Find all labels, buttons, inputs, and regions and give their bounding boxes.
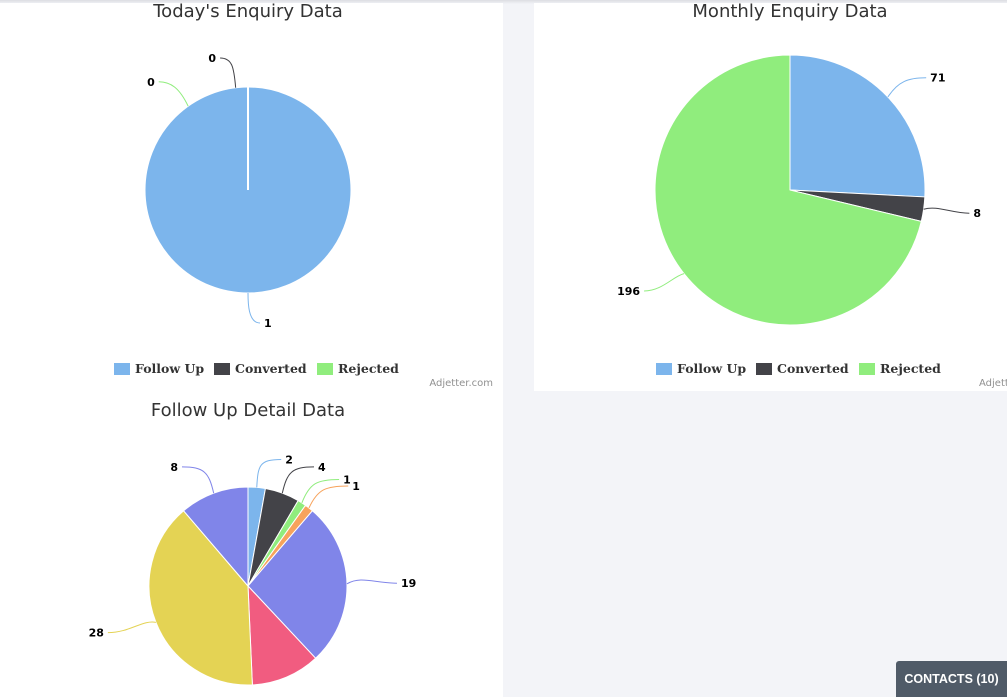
chart2-slice-8[interactable] [183, 486, 249, 587]
chart1-connector-3 [644, 273, 685, 292]
chart1-credit-link[interactable]: Adjetter.com [979, 378, 1007, 389]
chart0-legend-converted[interactable]: Converted [235, 361, 307, 376]
chart1-legend-rejected[interactable]: Rejected [880, 361, 941, 376]
chart2-data-label-2: 4 [318, 461, 326, 474]
chart2-data-label-3: 1 [343, 473, 351, 486]
chart0-data-label-3: 0 [147, 76, 155, 89]
chart2-data-label-5: 19 [401, 577, 416, 590]
chart1-connector-1 [887, 77, 927, 98]
today-enquiry-chart: Today's Enquiry Data 1 0 0 Follow Up Converte… [114, 3, 493, 389]
chart0-data-label-1: 1 [264, 317, 272, 330]
chart1-legend-follow-up[interactable]: Follow Up [677, 361, 746, 376]
chart1-data-label-3: 196 [617, 285, 640, 298]
today-enquiry-panel: Today's Enquiry Data 1 0 0 Follow Up Converte… [0, 3, 503, 391]
chart1-legend-rejected-swatch [859, 363, 875, 375]
monthly-enquiry-panel: Monthly Enquiry Data 71 8 196 Follow Up Conve… [534, 3, 1007, 391]
chart2-connector-8 [181, 466, 215, 494]
chart1-data-label-1: 71 [930, 72, 945, 85]
contacts-button[interactable]: CONTACTS (10) [896, 661, 1007, 697]
chart0-credit-link[interactable]: Adjetter.com [429, 378, 493, 389]
chart0-legend-rejected-swatch [317, 363, 333, 375]
chart2-data-label-1: 2 [285, 453, 293, 466]
chart2-slice-5[interactable] [247, 510, 348, 659]
chart1-slice-rejected[interactable] [654, 54, 922, 326]
chart0-title: Today's Enquiry Data [152, 3, 342, 22]
chart2-data-label-7: 28 [89, 627, 104, 640]
chart2-data-label-4: 1 [352, 480, 360, 493]
chart2-title: Follow Up Detail Data [151, 400, 345, 421]
chart0-connector-3 [158, 81, 189, 107]
chart2-connector-2 [281, 466, 315, 494]
top-shadow-line [0, 0, 1007, 4]
chart2-connector-4 [308, 485, 349, 509]
chart1-legend-converted[interactable]: Converted [777, 361, 849, 376]
monthly-enquiry-chart: Monthly Enquiry Data 71 8 196 Follow Up Conve… [617, 3, 1007, 389]
chart0-data-label-2: 0 [208, 52, 216, 65]
chart2-connector-5 [346, 579, 397, 585]
chart2-connector-1 [256, 458, 282, 488]
chart2-slice-6[interactable] [247, 585, 317, 686]
chart1-title: Monthly Enquiry Data [692, 3, 887, 22]
chart0-legend-rejected[interactable]: Rejected [338, 361, 399, 376]
chart1-data-label-2: 8 [973, 207, 981, 220]
chart1-slice-follow-up[interactable] [789, 54, 926, 198]
chart2-data-label-8: 8 [170, 461, 178, 474]
chart0-legend-follow-up[interactable]: Follow Up [135, 361, 204, 376]
chart1-legend-follow-up-swatch [656, 363, 672, 375]
follow-up-detail-panel: Follow Up Detail Data 2 4 1 1 19 28 8 [0, 391, 503, 697]
chart1-legend-converted-swatch [756, 363, 772, 375]
chart0-connector-2 [220, 57, 237, 88]
chart0-legend-converted-swatch [214, 363, 230, 375]
chart2-connector-7 [107, 621, 157, 634]
chart0-legend-follow-up-swatch [114, 363, 130, 375]
follow-up-detail-chart: Follow Up Detail Data 2 4 11 19 28 8 [89, 400, 416, 686]
chart0-connector-1 [247, 292, 261, 324]
chart2-connector-3 [301, 478, 340, 504]
chart1-connector-2 [923, 207, 970, 214]
